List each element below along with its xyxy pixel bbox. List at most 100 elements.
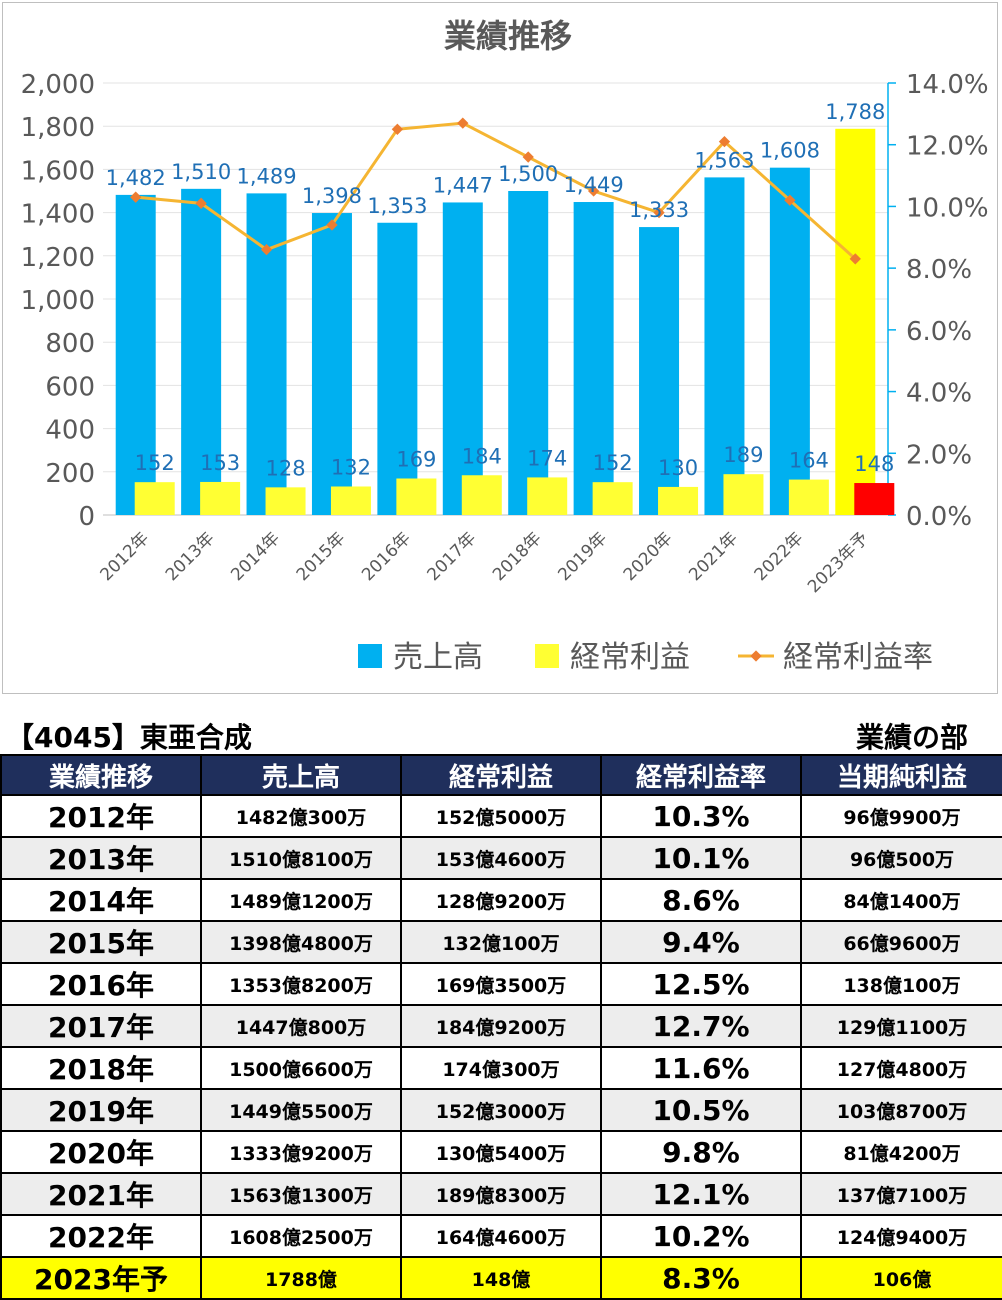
table-row: 2019年 1449億5500万 152億3000万 10.5% 103億8700万 bbox=[0, 1088, 1002, 1132]
cell-profit-rate: 9.8% bbox=[600, 1130, 802, 1174]
sales-data-label: 1,482 bbox=[106, 166, 166, 190]
sales-bar bbox=[639, 227, 680, 515]
cell-sales: 1510億8100万 bbox=[200, 836, 402, 880]
x-tick-label: 2014年 bbox=[227, 528, 284, 585]
ordinary-profit-bar bbox=[854, 483, 895, 515]
table-row: 2016年 1353億8200万 169億3500万 12.5% 138億100万 bbox=[0, 962, 1002, 1006]
header-profit-rate: 経常利益率 bbox=[600, 754, 802, 796]
legend-swatch-sales bbox=[358, 644, 382, 668]
x-tick-label: 2018年 bbox=[489, 528, 546, 585]
table-row: 2022年 1608億2500万 164億4600万 10.2% 124億9400万 bbox=[0, 1214, 1002, 1258]
ordinary-profit-bar bbox=[788, 479, 829, 515]
profit-rate-point bbox=[326, 219, 338, 231]
ordinary-profit-bar bbox=[723, 474, 764, 515]
x-tick-label: 2019年 bbox=[554, 528, 611, 585]
y-tick-label: 0 bbox=[78, 502, 95, 532]
sales-data-label: 1,563 bbox=[694, 148, 754, 172]
ordinary-profit-data-label: 164 bbox=[789, 449, 829, 473]
profit-rate-point bbox=[130, 191, 142, 203]
cell-sales: 1482億300万 bbox=[200, 794, 402, 838]
profit-rate-point bbox=[195, 197, 207, 209]
profit-rate-point bbox=[522, 151, 534, 163]
cell-ordinary-profit: 152億5000万 bbox=[400, 794, 602, 838]
cell-sales: 1500億6600万 bbox=[200, 1046, 402, 1090]
sales-bar bbox=[704, 177, 745, 515]
sales-bar bbox=[115, 194, 156, 515]
x-tick-label: 2016年 bbox=[358, 528, 415, 585]
cell-year: 2021年 bbox=[0, 1172, 202, 1216]
cell-year: 2016年 bbox=[0, 962, 202, 1006]
sales-bar bbox=[181, 188, 222, 515]
cell-profit-rate: 8.3% bbox=[600, 1256, 802, 1300]
ordinary-profit-data-label: 152 bbox=[135, 451, 175, 475]
legend-label-ordinary-profit: 経常利益 bbox=[570, 640, 690, 675]
cell-sales: 1449億5500万 bbox=[200, 1088, 402, 1132]
cell-profit-rate: 8.6% bbox=[600, 878, 802, 922]
section-title: 業績の部 bbox=[855, 721, 968, 754]
header-period: 業績推移 bbox=[0, 754, 202, 796]
sales-data-label: 1,447 bbox=[433, 173, 493, 197]
y2-tick-label: 12.0% bbox=[906, 132, 989, 162]
x-tick-label: 2017年 bbox=[424, 528, 481, 585]
cell-ordinary-profit: 164億4600万 bbox=[400, 1214, 602, 1258]
cell-year: 2017年 bbox=[0, 1004, 202, 1048]
cell-sales: 1563億1300万 bbox=[200, 1172, 402, 1216]
y2-tick-label: 0.0% bbox=[906, 502, 972, 532]
sales-data-label: 1,449 bbox=[564, 173, 624, 197]
table-row: 2023年予 1788億 148億 8.3% 106億 bbox=[0, 1256, 1002, 1300]
y2-tick-label: 10.0% bbox=[906, 193, 989, 223]
profit-rate-point bbox=[784, 194, 796, 206]
y-tick-label: 600 bbox=[45, 372, 95, 402]
sales-bar bbox=[377, 222, 418, 515]
ordinary-profit-data-label: 130 bbox=[658, 456, 698, 480]
ordinary-profit-data-label: 174 bbox=[527, 446, 567, 470]
ordinary-profit-data-label: 152 bbox=[593, 451, 633, 475]
table-row: 2020年 1333億9200万 130億5400万 9.8% 81億4200万 bbox=[0, 1130, 1002, 1174]
x-tick-label: 2021年 bbox=[685, 528, 742, 585]
profit-rate-point bbox=[653, 206, 665, 219]
legend-swatch-ordinary-profit bbox=[535, 644, 559, 668]
cell-ordinary-profit: 152億3000万 bbox=[400, 1088, 602, 1132]
table-row: 2021年 1563億1300万 189億8300万 12.1% 137億7100万 bbox=[0, 1172, 1002, 1216]
cell-net-income: 127億4800万 bbox=[800, 1046, 1002, 1090]
cell-net-income: 66億9600万 bbox=[800, 920, 1002, 964]
cell-profit-rate: 10.3% bbox=[600, 794, 802, 838]
table-row: 2018年 1500億6600万 174億300万 11.6% 127億4800万 bbox=[0, 1046, 1002, 1090]
cell-net-income: 103億8700万 bbox=[800, 1088, 1002, 1132]
sales-data-label: 1,510 bbox=[171, 160, 231, 184]
ordinary-profit-bar bbox=[527, 477, 568, 515]
cell-net-income: 81億4200万 bbox=[800, 1130, 1002, 1174]
ordinary-profit-data-label: 153 bbox=[200, 451, 240, 475]
cell-ordinary-profit: 189億8300万 bbox=[400, 1172, 602, 1216]
cell-net-income: 137億7100万 bbox=[800, 1172, 1002, 1216]
y-tick-label: 1,000 bbox=[21, 286, 95, 316]
chart-title: 業績推移 bbox=[444, 17, 572, 55]
profit-rate-point bbox=[849, 253, 861, 265]
y-tick-label: 400 bbox=[45, 416, 95, 446]
cell-profit-rate: 12.1% bbox=[600, 1172, 802, 1216]
ordinary-profit-data-label: 148 bbox=[854, 452, 894, 476]
ordinary-profit-data-label: 184 bbox=[462, 444, 502, 468]
y-tick-label: 1,800 bbox=[21, 113, 95, 143]
profit-rate-point bbox=[457, 117, 469, 129]
table-row: 2013年 1510億8100万 153億4600万 10.1% 96億500万 bbox=[0, 836, 1002, 880]
cell-ordinary-profit: 132億100万 bbox=[400, 920, 602, 964]
ordinary-profit-bar bbox=[265, 487, 306, 515]
sales-data-label: 1,500 bbox=[498, 162, 558, 186]
y2-tick-label: 2.0% bbox=[906, 440, 972, 470]
cell-ordinary-profit: 169億3500万 bbox=[400, 962, 602, 1006]
x-tick-label: 2022年 bbox=[751, 528, 808, 585]
y-tick-label: 1,600 bbox=[21, 156, 95, 186]
x-tick-label: 2015年 bbox=[293, 528, 350, 585]
cell-ordinary-profit: 128億9200万 bbox=[400, 878, 602, 922]
cell-year: 2023年予 bbox=[0, 1256, 202, 1300]
sales-bar bbox=[769, 167, 810, 515]
sales-data-label: 1,353 bbox=[367, 194, 427, 218]
sales-data-label: 1,608 bbox=[760, 139, 820, 163]
ordinary-profit-data-label: 169 bbox=[396, 447, 436, 471]
x-tick-label: 2023年予 bbox=[804, 528, 873, 597]
y-tick-label: 1,200 bbox=[21, 243, 95, 273]
y-tick-label: 1,400 bbox=[21, 200, 95, 230]
y-tick-label: 800 bbox=[45, 329, 95, 359]
y2-tick-label: 14.0% bbox=[906, 70, 989, 100]
